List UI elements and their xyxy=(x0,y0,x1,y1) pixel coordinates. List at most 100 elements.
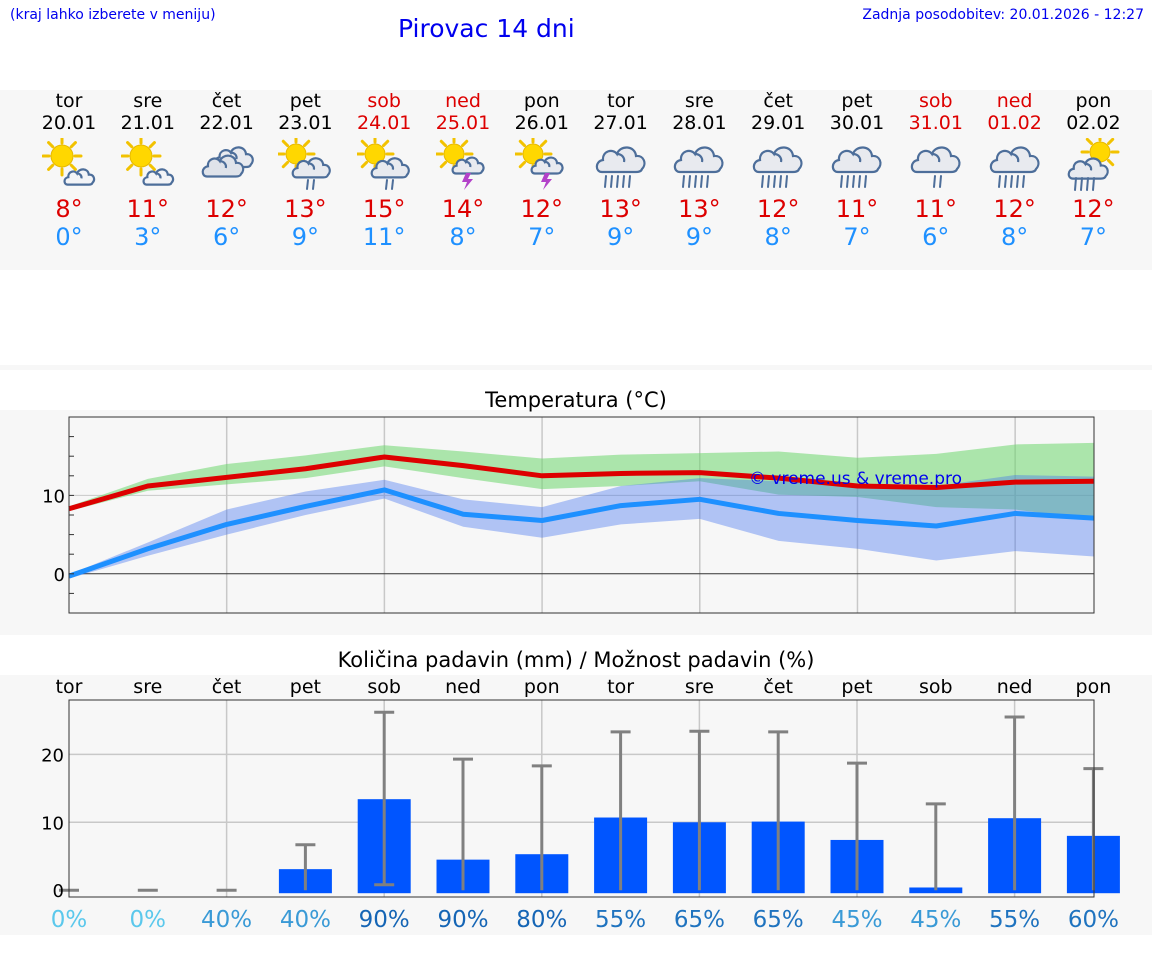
sun-ray xyxy=(47,163,55,171)
max-temperature: 13° xyxy=(284,195,327,223)
plot-border xyxy=(68,699,1095,898)
sun-rain-icon xyxy=(278,138,332,190)
sun-ray xyxy=(460,139,469,148)
cloud-shape xyxy=(451,156,485,175)
cloud-shape xyxy=(831,146,882,174)
cloud-outline xyxy=(63,168,96,186)
rain-drop xyxy=(385,179,389,190)
cloud-fold xyxy=(230,151,238,160)
rain-drop xyxy=(621,175,625,188)
max-range-band xyxy=(69,442,1094,520)
rain-drop xyxy=(997,175,1001,188)
sun-thunder-icon xyxy=(514,138,564,190)
min-temperature: 8° xyxy=(1000,223,1029,251)
day-date: 21.01 xyxy=(120,112,175,134)
precipitation-probability: 0% xyxy=(51,907,88,933)
day-name: čet xyxy=(211,90,242,112)
cloud-shape xyxy=(910,146,961,174)
cloud-fold xyxy=(931,152,941,163)
sun-ray xyxy=(1086,138,1094,146)
max-temperature: 12° xyxy=(993,195,1036,223)
precipitation-probability: 55% xyxy=(595,907,646,933)
rain-drop xyxy=(609,175,613,188)
cloud-fold xyxy=(695,152,704,163)
cloud-shape xyxy=(370,157,411,179)
max-temperature: 15° xyxy=(362,195,406,223)
sun-disc xyxy=(285,143,307,165)
sun-ray xyxy=(382,139,390,148)
rain-drop xyxy=(682,175,686,188)
y-tick-label: 20 xyxy=(41,745,64,766)
cloud-shape xyxy=(1068,157,1110,180)
rain-drop xyxy=(694,175,698,188)
day-date: 31.01 xyxy=(908,112,963,134)
cloud-outline xyxy=(1068,157,1110,180)
day-date: 20.01 xyxy=(41,112,97,134)
day-name: ned xyxy=(996,90,1033,112)
day-name: pet xyxy=(289,90,321,112)
rain-drop xyxy=(1086,177,1090,191)
day-name: pon xyxy=(523,90,560,112)
x-tick-label: sob xyxy=(367,676,401,698)
partly-sunny-icon xyxy=(120,138,174,186)
day-date: 28.01 xyxy=(672,112,727,134)
cloud-shape xyxy=(201,154,244,178)
cloud-outline xyxy=(530,156,564,175)
max-temperature: 13° xyxy=(678,195,721,223)
max-temperature: 12° xyxy=(520,195,564,223)
sun-shape xyxy=(42,138,83,177)
x-tick-label: tor xyxy=(607,676,634,698)
day-column: pon 02.02 12° 7° xyxy=(1053,90,1133,251)
last-update: Zadnja posodobitev: 20.01.2026 - 12:27 xyxy=(862,7,1144,23)
rain-icon xyxy=(674,146,724,188)
sun-disc xyxy=(522,143,544,165)
precipitation-probability: 45% xyxy=(910,907,961,933)
day-column: čet 22.01 12° 6° xyxy=(187,90,267,251)
cloud-outline xyxy=(370,157,411,179)
day-column: sre 28.01 13° 9° xyxy=(659,90,739,251)
sun-ray xyxy=(1107,158,1115,167)
day-name: sob xyxy=(919,90,953,112)
precipitation-probability: 90% xyxy=(359,907,410,933)
rain-drop xyxy=(761,175,765,188)
cloud-fold xyxy=(76,172,83,179)
sun-thunder-icon xyxy=(436,138,485,190)
min-temperature: 9° xyxy=(606,223,635,251)
day-name: sob xyxy=(367,90,401,112)
rain-drop xyxy=(688,175,692,188)
day-column: sob 24.01 15° 11° xyxy=(344,90,424,251)
sun-disc xyxy=(364,143,386,165)
x-tick-label: sre xyxy=(133,676,162,698)
cloud-outline xyxy=(201,154,244,178)
sun-ray xyxy=(148,163,156,171)
sun-ray xyxy=(439,139,448,148)
sun-disc xyxy=(443,143,465,165)
rain-drop xyxy=(767,175,771,188)
sun-disc xyxy=(129,144,153,168)
max-temperature: 11° xyxy=(835,195,879,223)
x-tick-label: pet xyxy=(290,676,321,698)
min-temperature: 9° xyxy=(291,223,320,251)
cloud-outline xyxy=(674,146,724,174)
min-temperature: 8° xyxy=(449,223,477,251)
precipitation-probability: 55% xyxy=(989,907,1040,933)
day-date: 01.02 xyxy=(987,112,1042,134)
day-name: čet xyxy=(763,90,793,112)
x-tick-label: sob xyxy=(919,676,953,698)
sun-ray xyxy=(518,160,526,169)
day-name: pon xyxy=(1075,90,1112,112)
rain-drop xyxy=(306,179,310,190)
day-column: pet 23.01 13° 9° xyxy=(265,90,345,251)
rain-icon xyxy=(595,146,646,188)
day-column: pon 26.01 12° 7° xyxy=(502,90,582,251)
rain-drop xyxy=(773,175,777,188)
min-temperature: 9° xyxy=(685,223,714,251)
cloud-outline xyxy=(752,146,803,174)
sun-disc xyxy=(50,144,74,168)
precipitation-bar xyxy=(909,887,963,894)
sun-ray xyxy=(282,160,290,169)
rain-drop xyxy=(938,175,942,188)
cloud-fold xyxy=(1010,152,1019,163)
y-tick-label: 0 xyxy=(53,881,64,902)
x-tick-label: pon xyxy=(1076,676,1112,698)
